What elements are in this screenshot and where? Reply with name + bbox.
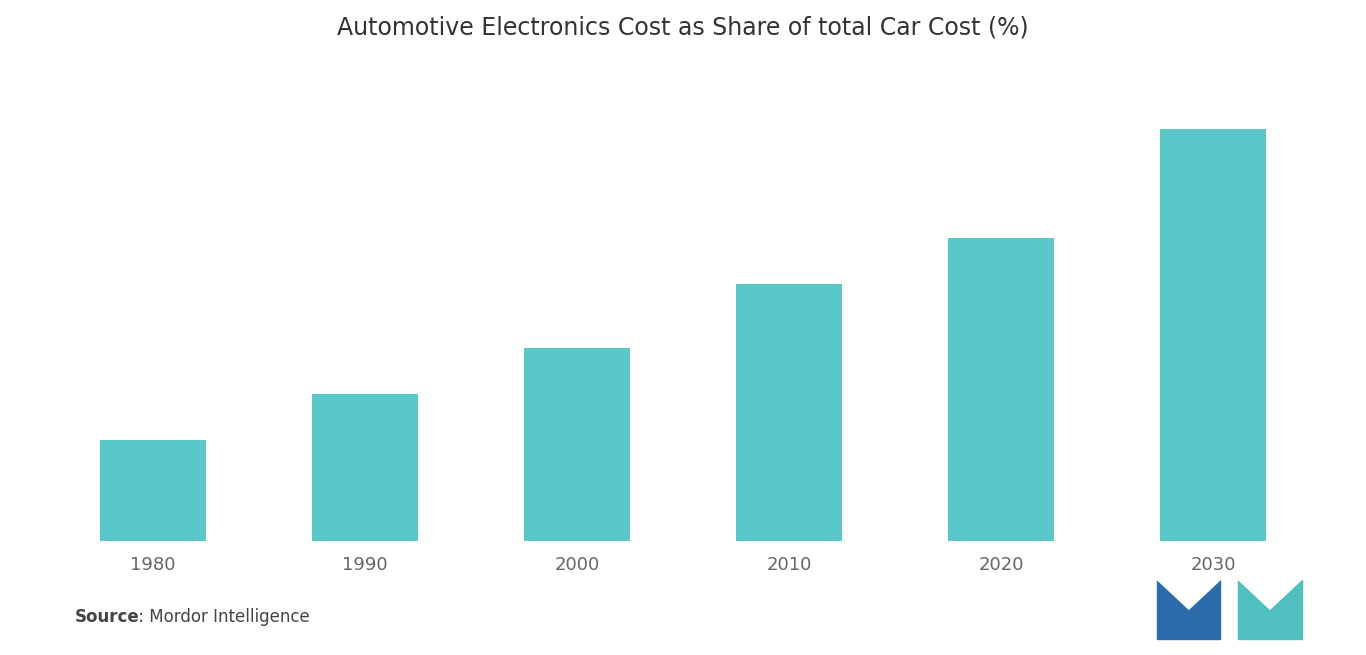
Bar (1160, 128, 1266, 540)
Polygon shape (1157, 580, 1220, 639)
Polygon shape (1239, 580, 1302, 609)
Title: Automotive Electronics Cost as Share of total Car Cost (%): Automotive Electronics Cost as Share of … (337, 15, 1029, 39)
Bar (525, 348, 630, 540)
Text: : Mordor Intelligence: : Mordor Intelligence (133, 608, 309, 626)
Bar (311, 394, 418, 540)
Bar (736, 284, 841, 540)
Text: Source: Source (75, 608, 139, 626)
Polygon shape (1157, 580, 1220, 609)
Bar (100, 440, 206, 540)
Bar (948, 238, 1055, 540)
Polygon shape (1239, 580, 1302, 639)
